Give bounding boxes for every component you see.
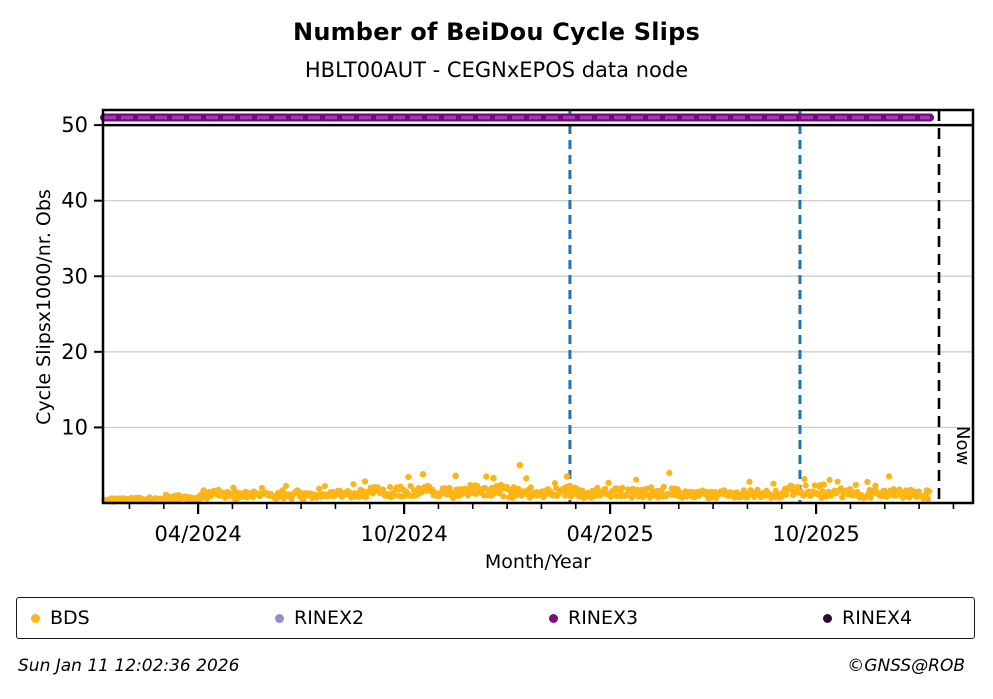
y-tick-label: 30 <box>61 264 88 288</box>
bds-point <box>802 482 809 489</box>
bds-point <box>872 482 879 489</box>
bds-point <box>613 493 620 500</box>
timestamp-text: Sun Jan 11 12:02:36 2026 <box>18 656 240 676</box>
now-label: Now <box>952 426 973 465</box>
bds-point <box>321 483 328 490</box>
bds-point <box>483 473 490 480</box>
x-tick-label: 04/2024 <box>154 522 241 546</box>
bds-point <box>633 476 640 483</box>
legend-dot-rinex4 <box>823 613 832 623</box>
bds-point <box>794 483 801 491</box>
bds-point <box>666 469 673 476</box>
bds-point <box>834 478 841 485</box>
bds-point <box>551 480 559 487</box>
bds-outlier-point <box>452 472 459 480</box>
legend-dot-bds <box>31 613 40 623</box>
bds-point <box>926 488 933 495</box>
legend-entry-rinex4: RINEX4 <box>823 598 912 638</box>
legend-box: BDS RINEX2 RINEX3 RINEX4 <box>16 597 975 639</box>
legend-dot-rinex2 <box>275 613 284 623</box>
bds-point <box>770 480 777 487</box>
legend-label: RINEX3 <box>568 606 639 629</box>
bds-point <box>746 478 753 485</box>
bds-point <box>820 481 828 488</box>
bds-point <box>523 475 530 482</box>
bds-point <box>660 483 667 491</box>
bds-point <box>801 476 808 483</box>
bds-point <box>852 481 860 488</box>
bds-point <box>619 484 626 491</box>
legend-entry-rinex3: RINEX3 <box>549 598 638 638</box>
bds-point <box>605 479 612 486</box>
bds-point <box>839 494 846 501</box>
bds-point <box>924 495 932 502</box>
copyright-text: ©GNSS@ROB <box>847 656 965 676</box>
bds-point <box>594 484 601 491</box>
chart-title: Number of BeiDou Cycle Slips <box>293 18 700 46</box>
bds-point <box>527 484 535 491</box>
bds-point <box>607 493 615 500</box>
bds-point <box>407 483 414 490</box>
bds-point <box>654 494 662 501</box>
bds-point <box>886 473 893 480</box>
bds-point <box>500 493 507 500</box>
bds-point <box>482 484 489 491</box>
bds-point <box>867 494 874 501</box>
bds-point <box>899 494 906 501</box>
bds-outlier-point <box>419 471 427 478</box>
legend-entry-rinex2: RINEX2 <box>275 598 364 638</box>
y-tick-label: 10 <box>61 415 88 439</box>
bds-outlier-point <box>516 461 524 469</box>
legend-dot-rinex3 <box>549 613 558 623</box>
x-axis-label: Month/Year <box>484 551 592 573</box>
x-tick-label: 10/2025 <box>772 522 859 546</box>
bds-point <box>391 492 398 499</box>
x-tick-label: 04/2025 <box>566 522 653 546</box>
bds-point <box>783 491 790 498</box>
plot-border <box>101 108 975 505</box>
bds-point <box>363 494 370 501</box>
bds-point <box>864 478 871 485</box>
legend-label: BDS <box>50 606 90 629</box>
y-tick-label: 50 <box>61 113 88 137</box>
legend-entry-bds: BDS <box>31 598 90 638</box>
legend-label: RINEX2 <box>294 606 365 629</box>
chart-subtitle: HBLT00AUT - CEGNxEPOS data node <box>304 58 689 82</box>
y-tick-label: 40 <box>61 189 88 213</box>
bds-outlier-point <box>563 473 571 480</box>
bds-point <box>361 478 369 485</box>
bds-point <box>316 485 323 492</box>
bds-point <box>446 484 453 492</box>
bds-point <box>915 488 923 495</box>
y-tick-label: 20 <box>61 340 88 364</box>
bds-point <box>350 481 357 488</box>
bds-outlier-point <box>490 474 497 482</box>
bds-point <box>405 473 412 481</box>
bds-point <box>826 476 833 483</box>
bds-point <box>387 484 394 491</box>
x-tick-label: 10/2024 <box>360 522 447 546</box>
bds-point <box>282 482 290 489</box>
bds-point <box>602 485 609 493</box>
bds-point <box>198 495 205 502</box>
legend-label: RINEX4 <box>842 606 913 629</box>
bds-point <box>474 482 481 489</box>
bds-point <box>788 483 795 490</box>
